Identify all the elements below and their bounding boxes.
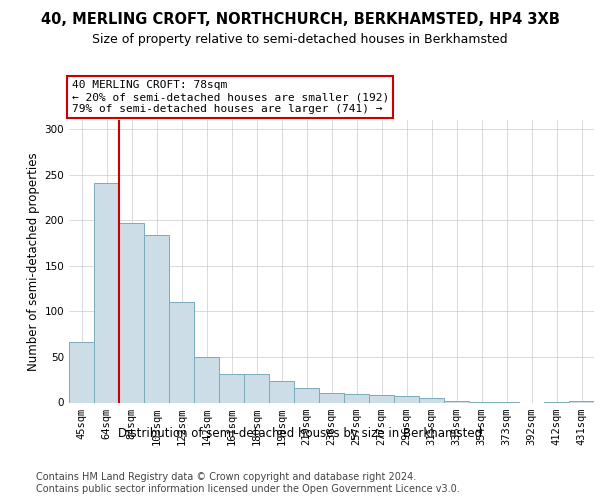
Bar: [369, 395, 394, 402]
Bar: [94, 183, 119, 402]
Text: 40, MERLING CROFT, NORTHCHURCH, BERKHAMSTED, HP4 3XB: 40, MERLING CROFT, NORTHCHURCH, BERKHAMS…: [41, 12, 559, 28]
Bar: [394, 396, 419, 402]
Bar: [319, 394, 344, 402]
Bar: [169, 302, 194, 402]
Text: Size of property relative to semi-detached houses in Berkhamsted: Size of property relative to semi-detach…: [92, 32, 508, 46]
Bar: [219, 374, 244, 402]
Text: 40 MERLING CROFT: 78sqm
← 20% of semi-detached houses are smaller (192)
79% of s: 40 MERLING CROFT: 78sqm ← 20% of semi-de…: [71, 80, 389, 114]
Bar: [69, 342, 94, 402]
Bar: [444, 400, 469, 402]
Bar: [269, 380, 294, 402]
Bar: [344, 394, 369, 402]
Text: Distribution of semi-detached houses by size in Berkhamsted: Distribution of semi-detached houses by …: [118, 428, 482, 440]
Bar: [119, 223, 144, 402]
Bar: [194, 357, 219, 403]
Y-axis label: Number of semi-detached properties: Number of semi-detached properties: [27, 152, 40, 370]
Text: Contains HM Land Registry data © Crown copyright and database right 2024.: Contains HM Land Registry data © Crown c…: [36, 472, 416, 482]
Bar: [244, 374, 269, 402]
Bar: [569, 400, 594, 402]
Bar: [144, 235, 169, 402]
Bar: [294, 388, 319, 402]
Text: Contains public sector information licensed under the Open Government Licence v3: Contains public sector information licen…: [36, 484, 460, 494]
Bar: [419, 398, 444, 402]
